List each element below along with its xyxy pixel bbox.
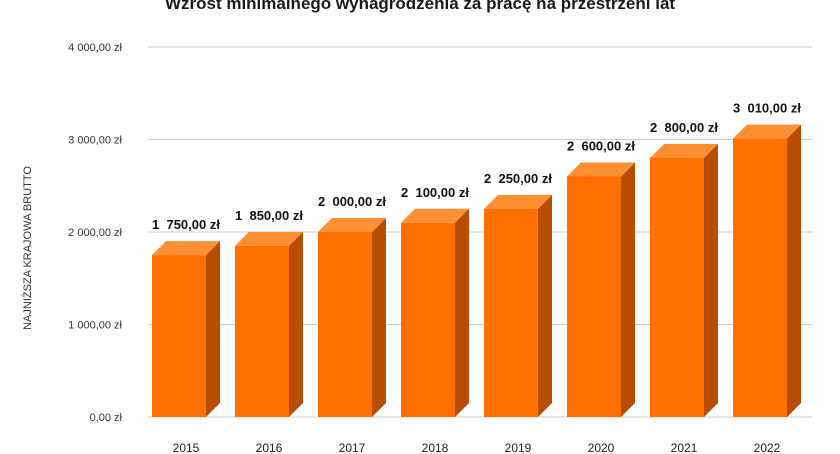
bar-side [372, 218, 386, 417]
bar-top [235, 231, 303, 246]
bar-top [401, 208, 469, 223]
bar-front [235, 245, 289, 417]
y-tick-label: 0,00 zł [90, 412, 123, 424]
bars [152, 124, 801, 417]
bar-front [152, 255, 206, 417]
y-tick-label: 1 000,00 zł [68, 320, 122, 332]
bar [650, 144, 718, 417]
bar-top [152, 241, 220, 256]
x-tick-label: 2020 [588, 441, 615, 454]
x-tick-label: 2017 [339, 441, 366, 454]
bar [401, 208, 469, 417]
data-label: 2 800,00 zł [650, 120, 718, 135]
bar-front [401, 222, 455, 417]
x-tick-label: 2021 [671, 441, 698, 454]
x-tick-label: 2018 [422, 441, 449, 454]
x-tick-labels: 2015 2016 2017 2018 2019 2020 2021 2022 [173, 441, 781, 454]
bar-side [455, 208, 469, 417]
chart-title: Wzrost minimalnego wynagrodzenia za prac… [164, 0, 676, 13]
bar-side [787, 124, 801, 417]
bar-front [318, 232, 372, 417]
bar-front [567, 176, 621, 417]
bar [567, 162, 635, 417]
bar-top [484, 194, 552, 209]
data-labels: 1 750,00 zł 1 850,00 zł 2 000,00 zł 2 100,0… [152, 101, 801, 233]
bar-side [704, 144, 718, 417]
bar-top [318, 218, 386, 232]
y-tick-label: 2 000,00 zł [68, 227, 122, 239]
bar-top [567, 162, 635, 177]
bar [733, 124, 801, 417]
bar [484, 194, 552, 417]
data-label: 2 100,00 zł [401, 185, 469, 200]
data-label: 3 010,00 zł [733, 101, 801, 116]
bar-front [484, 208, 538, 417]
bar [152, 241, 220, 417]
bar [318, 218, 386, 417]
x-tick-label: 2016 [256, 441, 283, 454]
data-label: 1 750,00 zł [152, 217, 220, 232]
x-tick-label: 2022 [754, 441, 781, 454]
data-label: 2 600,00 zł [567, 139, 635, 154]
y-tick-label: 3 000,00 zł [68, 135, 122, 147]
data-label: 2 250,00 zł [484, 171, 552, 186]
bar-side [289, 231, 303, 417]
bar-top [650, 144, 718, 158]
bar-side [621, 162, 635, 417]
bar [235, 231, 303, 417]
data-label: 1 850,00 zł [235, 208, 303, 223]
data-label: 2 000,00 zł [318, 194, 386, 209]
bar-side [206, 241, 220, 417]
bar-top [733, 124, 801, 139]
bar-front [733, 138, 787, 417]
x-tick-label: 2015 [173, 441, 200, 454]
y-tick-label: 4 000,00 zł [68, 42, 122, 54]
bar-side [538, 194, 552, 417]
bar-front [650, 158, 704, 417]
x-tick-label: 2019 [505, 441, 532, 454]
y-tick-labels: 0,00 zł 1 000,00 zł 2 000,00 zł 3 000,00 zł… [68, 42, 122, 424]
